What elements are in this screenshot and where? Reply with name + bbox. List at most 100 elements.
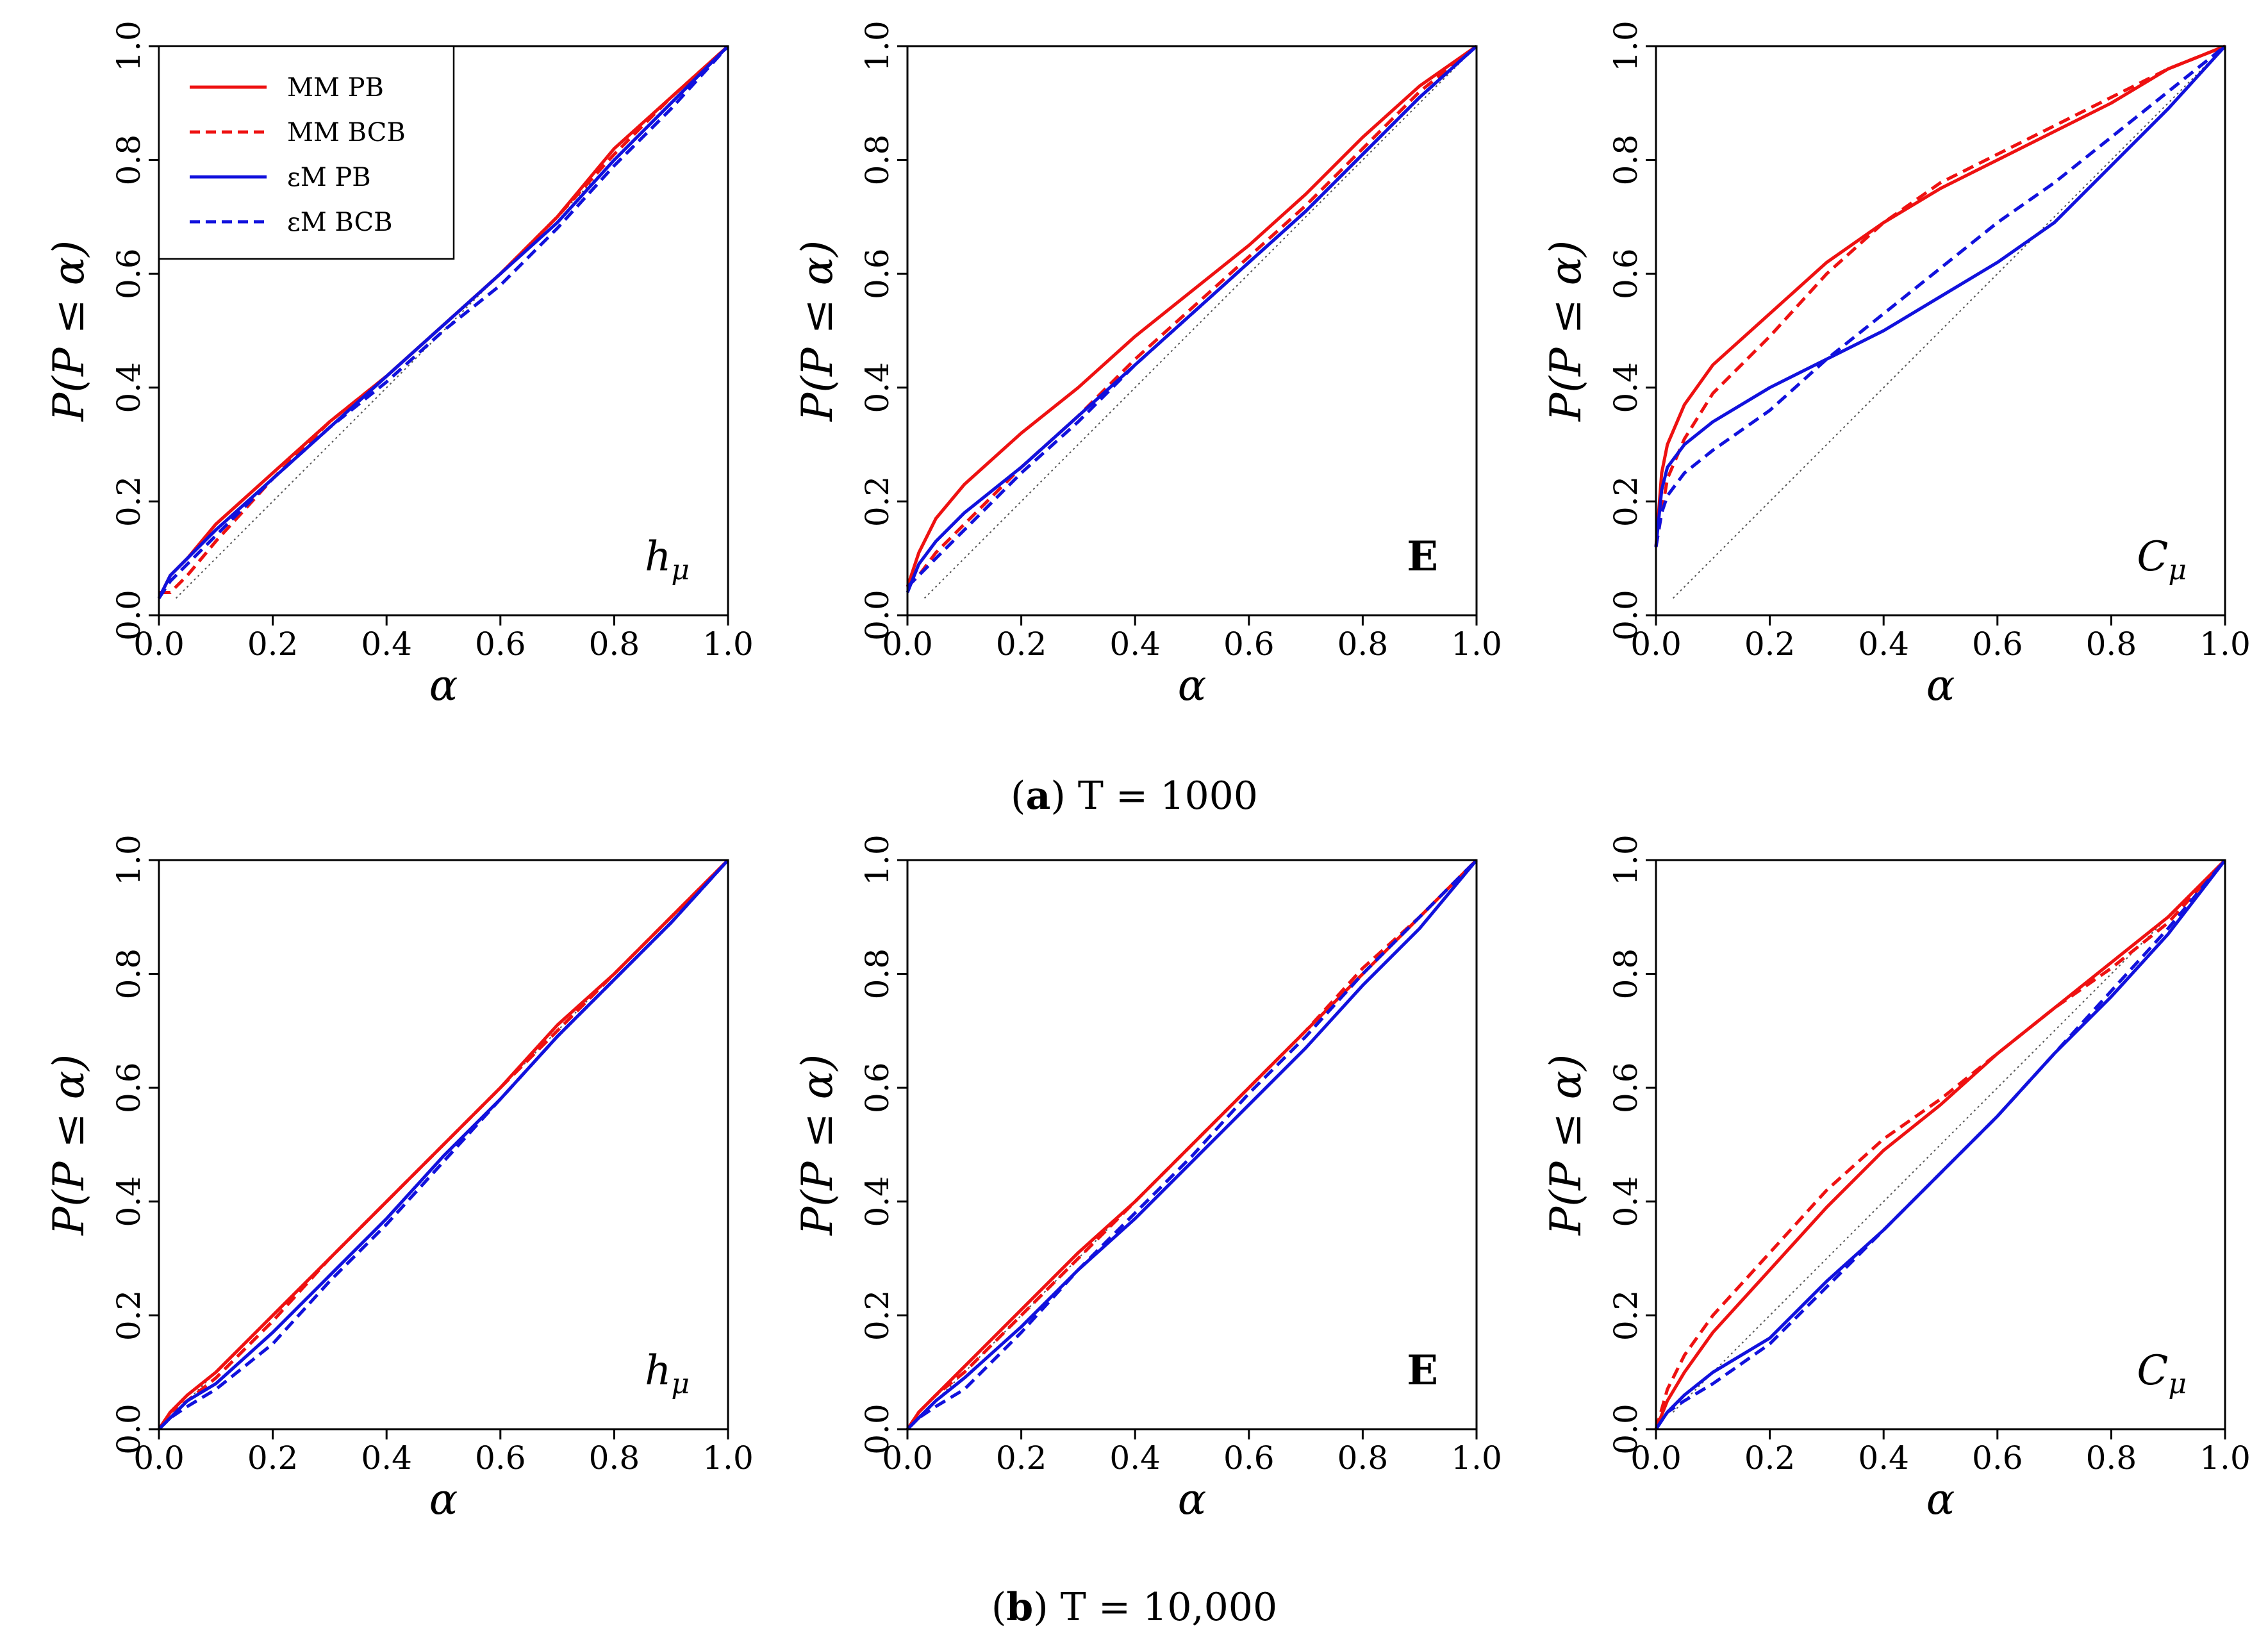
y-tick-label: 0.0 — [859, 590, 896, 641]
series-line-εm-bcb — [906, 859, 1478, 1430]
y-tick-label: 0.6 — [1607, 1062, 1644, 1113]
y-tick-label: 1.0 — [110, 21, 147, 72]
x-tick-label: 0.2 — [1744, 1439, 1796, 1477]
series-line-mm-pb — [906, 44, 1478, 588]
panel-label: hμ — [645, 1347, 690, 1400]
x-tick-label: 0.0 — [133, 1439, 185, 1477]
x-axis-title: α — [429, 1475, 458, 1524]
y-tick-label: 0.6 — [110, 1062, 147, 1113]
y-tick-label: 0.2 — [859, 476, 896, 527]
y-tick-label: 1.0 — [110, 834, 147, 886]
x-tick-label: 0.4 — [361, 1439, 412, 1477]
y-axis-title: P(P ≤ α) — [44, 1054, 94, 1236]
x-tick-label: 1.0 — [702, 626, 754, 663]
x-axis-title: α — [1926, 661, 1955, 710]
diagonal-reference — [1672, 46, 2226, 599]
x-axis-title: α — [1926, 1475, 1955, 1524]
panel-b-1: 0.00.0 0.2 0.2 0.4 0.4 0.6 0.6 0.8 0.8 1.0 1.0 α P(P… — [44, 834, 754, 1524]
x-tick-label: 0.6 — [1972, 626, 2023, 663]
y-tick-label: 0.2 — [859, 1290, 896, 1341]
y-tick-label: 0.8 — [1607, 949, 1644, 1000]
series-line-mm-bcb — [159, 45, 729, 594]
y-tick-label: 1.0 — [859, 834, 896, 886]
x-tick-label: 1.0 — [1451, 1439, 1502, 1477]
x-tick-label: 0.0 — [133, 626, 185, 663]
caption-a: (a) T = 1000 — [1011, 774, 1258, 818]
panel-a-2: 0.00.0 0.2 0.2 0.4 0.4 0.6 0.6 0.8 0.8 1.0 1.0 α P(P… — [793, 21, 1502, 710]
x-tick-label: 0.0 — [882, 1439, 933, 1477]
plot-frame — [906, 45, 1478, 617]
panel-b-3: 0.00.0 0.2 0.2 0.4 0.4 0.6 0.6 0.8 0.8 1.0 1.0 α P(P… — [1541, 834, 2251, 1524]
x-tick-label: 0.6 — [475, 1439, 526, 1477]
x-tick-label: 0.0 — [1630, 1439, 1682, 1477]
diagonal-reference — [1672, 859, 2226, 1413]
y-tick-label: 0.2 — [110, 476, 147, 527]
x-tick-label: 0.4 — [1858, 626, 1909, 663]
panel-label: E — [1407, 533, 1438, 581]
x-axis-title: α — [429, 661, 458, 710]
legend: MM PB MM BCB εM PB εM BCB — [158, 45, 455, 260]
x-tick-label: 0.8 — [589, 626, 640, 663]
x-tick-label: 0.8 — [2086, 626, 2137, 663]
x-tick-label: 0.0 — [1630, 626, 1682, 663]
x-tick-label: 0.2 — [1744, 626, 1796, 663]
series-line-εm-pb — [906, 859, 1478, 1430]
y-tick-label: 0.2 — [1607, 476, 1644, 527]
x-tick-label: 1.0 — [2199, 1439, 2251, 1477]
series-line-εm-pb — [157, 45, 729, 599]
y-tick-label: 0.0 — [1607, 1404, 1644, 1455]
caption-b: (b) T = 10,000 — [991, 1585, 1277, 1630]
plot-frame — [1655, 45, 2226, 617]
y-tick-label: 0.4 — [110, 362, 147, 413]
x-tick-label: 0.4 — [1109, 626, 1161, 663]
y-axis-title: P(P ≤ α) — [793, 1054, 842, 1236]
x-tick-label: 0.2 — [996, 626, 1047, 663]
x-tick-label: 0.4 — [1858, 1439, 1909, 1477]
series-line-εm-pb — [1654, 859, 2226, 1430]
series-line-εm-bcb — [157, 45, 729, 599]
x-tick-label: 0.8 — [1337, 626, 1389, 663]
y-tick-label: 0.0 — [110, 590, 147, 641]
x-tick-label: 1.0 — [1451, 626, 1502, 663]
series-line-εm-pb — [1654, 45, 2226, 547]
series-line-mm-pb — [1654, 859, 2226, 1430]
x-tick-label: 0.4 — [1109, 1439, 1161, 1477]
x-axis-title: α — [1178, 1475, 1207, 1524]
y-tick-label: 0.6 — [1607, 248, 1644, 299]
panel-b-2: 0.00.0 0.2 0.2 0.4 0.4 0.6 0.6 0.8 0.8 1.0 1.0 α P(P… — [793, 834, 1502, 1524]
x-axis-title: α — [1178, 661, 1207, 710]
legend-box — [158, 45, 455, 260]
series-line-εm-pb — [158, 859, 729, 1430]
y-tick-label: 0.8 — [859, 135, 896, 186]
legend-label: MM PB — [287, 73, 384, 103]
y-tick-label: 0.8 — [110, 135, 147, 186]
legend-label: MM BCB — [287, 118, 406, 147]
series-line-mm-bcb — [906, 45, 1478, 588]
x-tick-label: 0.4 — [361, 626, 412, 663]
y-axis-title: P(P ≤ α) — [793, 240, 842, 422]
series-line-εm-bcb — [1654, 859, 2226, 1430]
y-tick-label: 0.0 — [1607, 590, 1644, 641]
diagonal-reference — [923, 46, 1477, 599]
series-line-εm-pb — [906, 45, 1478, 593]
panel-label: Cμ — [2137, 533, 2187, 586]
y-axis-title: P(P ≤ α) — [1541, 1054, 1591, 1236]
x-tick-label: 0.2 — [247, 1439, 299, 1477]
panel-label: hμ — [645, 533, 690, 586]
x-tick-label: 0.0 — [882, 626, 933, 663]
y-tick-label: 0.4 — [859, 362, 896, 413]
y-tick-label: 0.8 — [1607, 135, 1644, 186]
y-tick-label: 0.4 — [1607, 1176, 1644, 1227]
legend-label: εM BCB — [287, 208, 393, 237]
plot-frame — [1655, 859, 2226, 1430]
panel-label: E — [1407, 1347, 1438, 1395]
y-tick-label: 0.2 — [1607, 1290, 1644, 1341]
y-axis-title: P(P ≤ α) — [1541, 240, 1591, 422]
x-tick-label: 0.2 — [996, 1439, 1047, 1477]
series-line-mm-bcb — [1654, 859, 2226, 1430]
x-tick-label: 0.8 — [2086, 1439, 2137, 1477]
y-tick-label: 0.8 — [110, 949, 147, 1000]
series-line-εm-bcb — [1654, 45, 2226, 547]
y-tick-label: 0.6 — [110, 248, 147, 299]
